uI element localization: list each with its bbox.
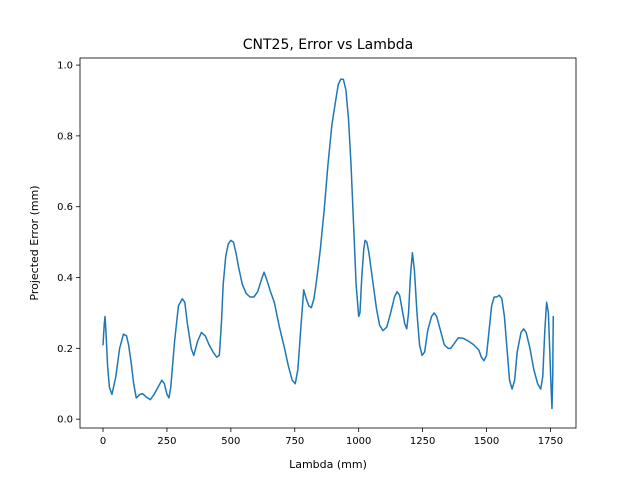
y-tick-label: 0.8 <box>57 131 73 142</box>
x-axis-label: Lambda (mm) <box>289 458 367 471</box>
y-tick-label: 0.6 <box>57 202 73 213</box>
x-tick-label: 1250 <box>410 436 435 447</box>
x-tick-label: 1750 <box>538 436 563 447</box>
y-axis-ticks: 0.0 0.2 0.4 0.6 0.8 1.0 <box>57 61 80 426</box>
x-tick-label: 250 <box>157 436 176 447</box>
y-tick-label: 1.0 <box>57 61 73 72</box>
plot-area <box>80 58 576 428</box>
series-line <box>102 78 554 410</box>
plot-frame <box>79 57 577 429</box>
x-axis-ticks: 0 250 500 750 1000 1250 1500 1750 <box>100 428 563 447</box>
y-axis-label: Projected Error (mm) <box>28 185 41 300</box>
chart-title: CNT25, Error vs Lambda <box>243 37 414 53</box>
x-tick-label: 1000 <box>346 436 371 447</box>
y-tick-label: 0.2 <box>57 344 73 355</box>
x-tick-label: 750 <box>285 436 304 447</box>
x-tick-label: 1500 <box>474 436 499 447</box>
y-tick-label: 0.4 <box>57 273 73 284</box>
x-tick-label: 500 <box>221 436 240 447</box>
y-tick-label: 0.0 <box>57 415 73 426</box>
x-tick-label: 0 <box>100 436 106 447</box>
